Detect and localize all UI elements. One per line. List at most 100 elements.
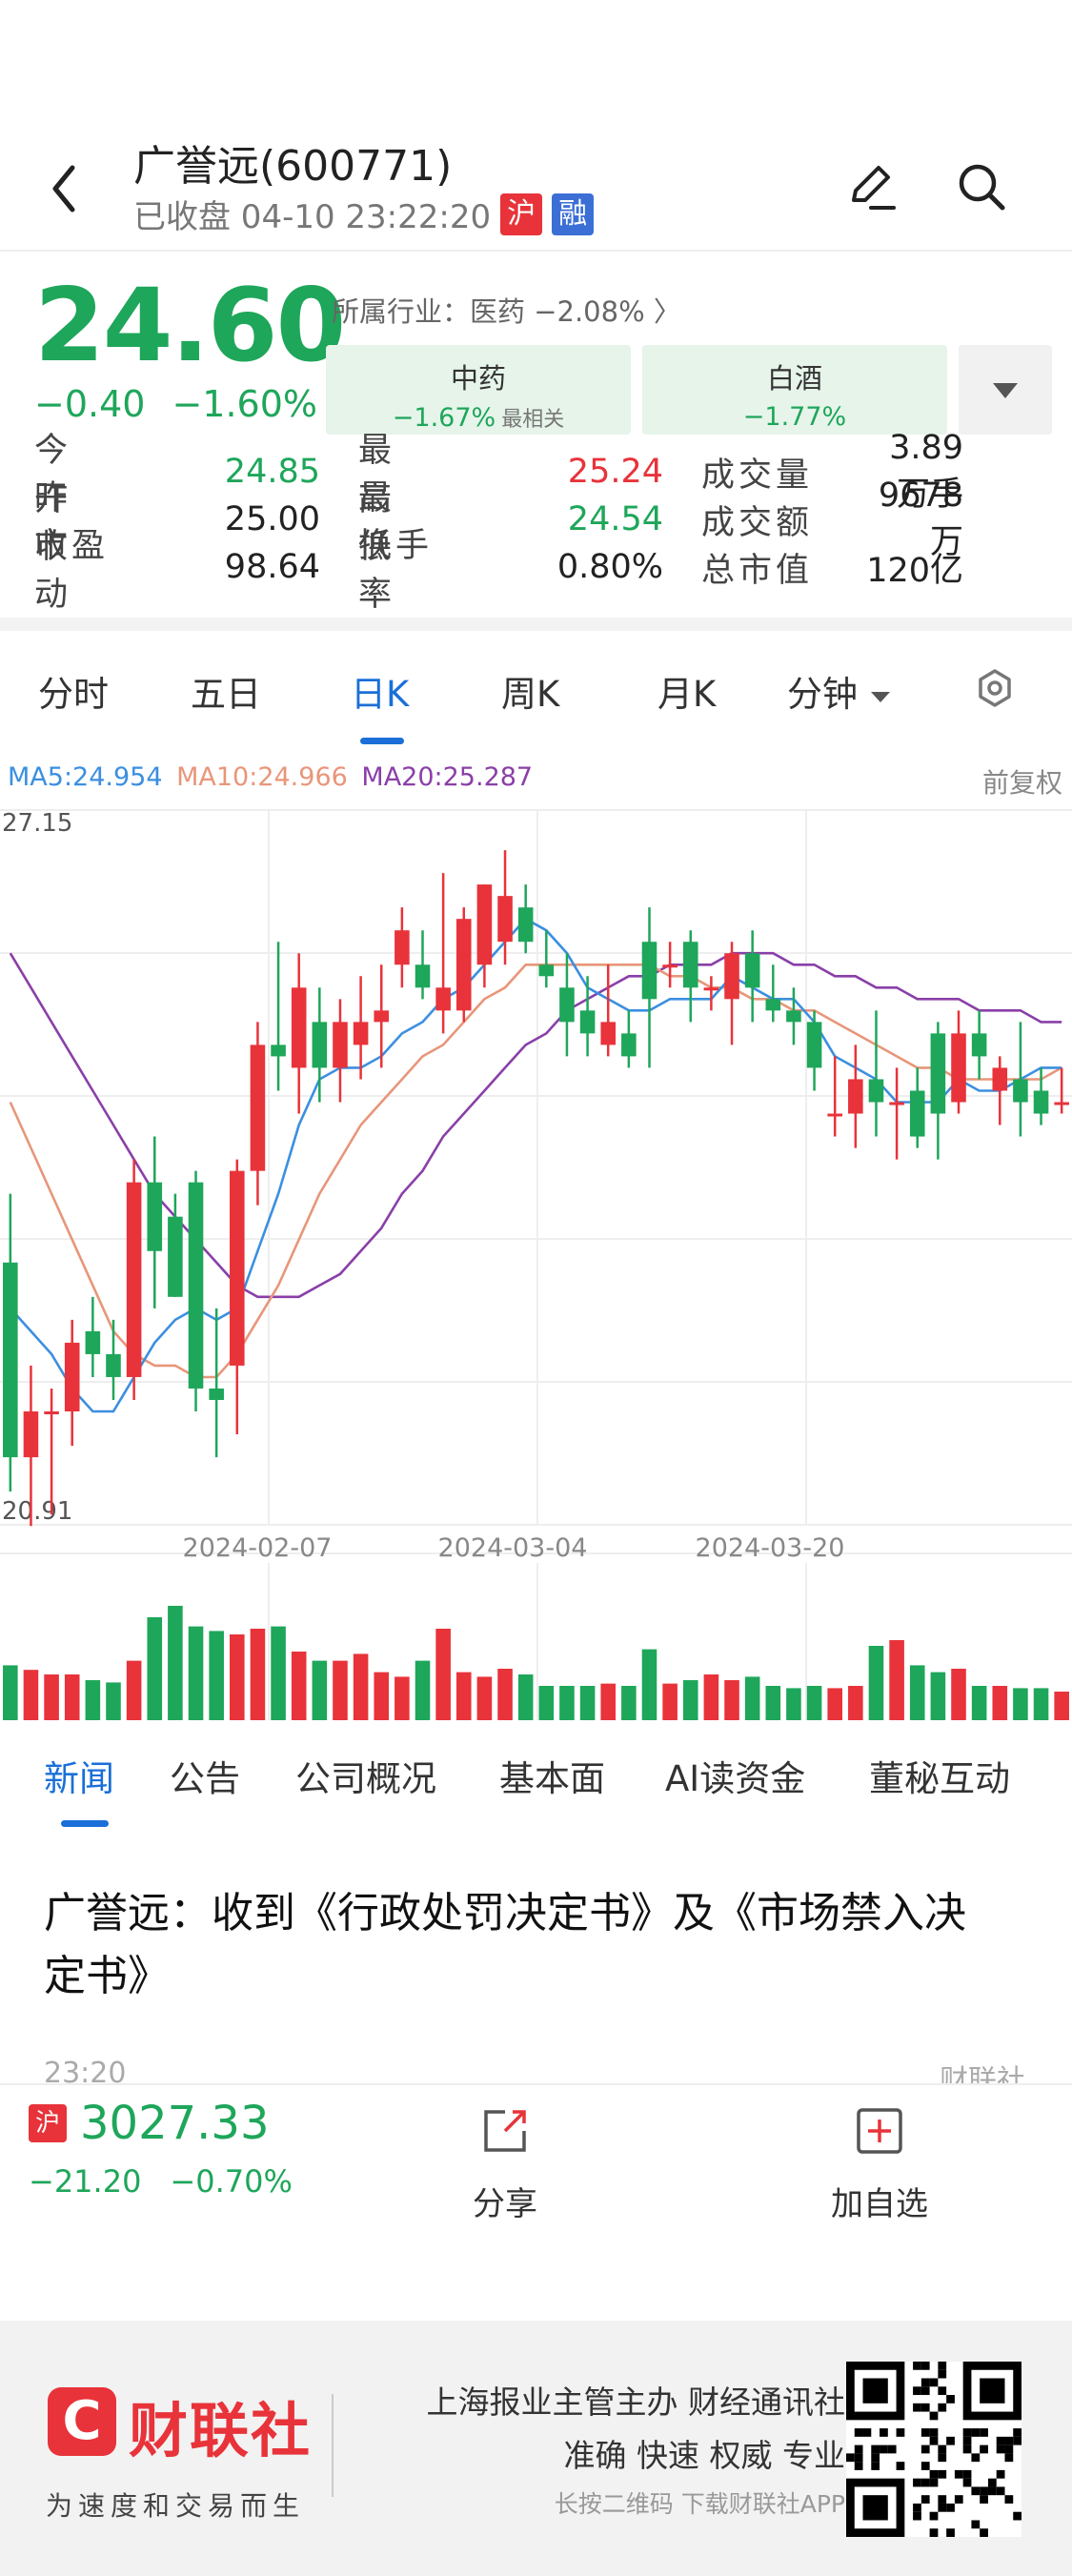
tab-daily-k[interactable]: 日K <box>351 674 410 715</box>
qr-module <box>954 2495 963 2504</box>
stat-label: 总市值 <box>701 551 814 590</box>
stat-value: 25.24 <box>567 453 663 491</box>
volume-bar <box>394 1676 410 1720</box>
search-button[interactable] <box>953 158 1010 215</box>
stat-value: 120亿 <box>866 551 963 590</box>
candle-body <box>455 919 472 1011</box>
qr-module <box>871 2453 880 2463</box>
volume-bar <box>312 1660 328 1720</box>
candle-body <box>992 1067 1008 1091</box>
index-badge: 沪 <box>29 2104 67 2142</box>
candle-body <box>126 1182 142 1377</box>
tab-monthly-k[interactable]: 月K <box>657 674 717 715</box>
candle-body <box>951 1033 966 1103</box>
candle-body <box>744 953 760 988</box>
exchange-badge: 沪 <box>500 193 543 235</box>
qr-module <box>971 2453 981 2463</box>
market-status: 已收盘 04-10 23:22:20 沪 融 <box>133 191 595 237</box>
ma-legend: MA5:24.954 MA10:24.966 MA20:25.287 <box>8 762 533 792</box>
news-headline[interactable]: 广誉远：收到《行政处罚决定书》及《市场禁入决定书》 <box>44 1889 966 2000</box>
index-quote[interactable]: 沪 3027.33 <box>29 2097 270 2150</box>
volume-bar <box>3 1665 18 1720</box>
volume-bar <box>517 1674 534 1720</box>
qr-module <box>862 2428 872 2437</box>
qr-module <box>980 2528 988 2537</box>
tab-fundamentals[interactable]: 基本面 <box>499 1758 605 1799</box>
qr-module <box>938 2503 947 2512</box>
qr-module <box>980 2486 988 2496</box>
volume-bar <box>641 1649 657 1720</box>
qr-module <box>946 2395 955 2404</box>
change-percent: −1.60% <box>172 383 318 425</box>
x-tick-label: 2024-02-07 <box>183 1533 333 1563</box>
candle-body <box>517 907 534 943</box>
tab-announcements[interactable]: 公告 <box>170 1758 240 1799</box>
ma10-line <box>9 963 1062 1379</box>
back-button[interactable] <box>46 160 84 217</box>
stats-grid: 今 开 24.85 最 高 25.24 成交量 3.89万手昨 收 25.00 最 低 24.5… <box>34 429 1044 615</box>
qr-code[interactable] <box>846 2362 1021 2537</box>
qr-module <box>880 2428 888 2437</box>
stat-label: 成交量 <box>701 456 814 495</box>
volume-bar <box>271 1626 286 1720</box>
candle-body <box>889 1102 904 1105</box>
candle-body <box>168 1216 183 1297</box>
add-watchlist-button[interactable]: 加自选 <box>818 2102 941 2224</box>
volume-bar <box>126 1660 142 1720</box>
edit-button[interactable] <box>842 158 900 215</box>
tab-company-profile[interactable]: 公司概况 <box>295 1758 436 1799</box>
tab-ai-funds[interactable]: AI读资金 <box>665 1758 806 1799</box>
qr-module <box>938 2495 947 2504</box>
sector-more-button[interactable] <box>959 345 1052 435</box>
volume-bar <box>209 1631 224 1720</box>
qr-module <box>929 2528 939 2537</box>
tab-board-interaction[interactable]: 董秘互动 <box>869 1758 1010 1799</box>
volume-bar <box>291 1652 307 1720</box>
volume-bar <box>786 1688 801 1720</box>
candle-body <box>250 1045 266 1171</box>
ma20-line <box>9 951 1062 1299</box>
qr-module <box>1004 2436 1014 2445</box>
candle-body <box>662 964 678 968</box>
volume-bar <box>23 1670 39 1720</box>
volume-bar <box>1054 1692 1069 1720</box>
stat-value: 9678万 <box>878 476 963 561</box>
qr-module <box>929 2411 939 2421</box>
stat-value: 24.54 <box>567 500 663 538</box>
footer-line-3: 长按二维码 下载财联社APP <box>554 2490 845 2518</box>
adjust-mode[interactable]: 前复权 <box>981 767 1062 799</box>
volume-bar <box>455 1672 472 1720</box>
chart-settings-button[interactable] <box>974 667 1016 718</box>
tab-weekly-k[interactable]: 周K <box>501 674 560 715</box>
tab-minute[interactable]: 分钟 <box>787 665 892 717</box>
qr-module <box>996 2469 1005 2479</box>
volume-bar <box>682 1680 698 1720</box>
candle-body <box>971 1033 987 1057</box>
news-time: 23:20 <box>44 2057 127 2085</box>
candle-body <box>147 1182 163 1251</box>
industry-link[interactable]: 所属行业：医药 −2.08% 〉 <box>332 295 681 328</box>
candle-body <box>23 1411 39 1458</box>
qr-module <box>920 2378 930 2387</box>
triangle-down-icon <box>993 383 1018 398</box>
qr-module <box>996 2444 1005 2454</box>
tab-intraday[interactable]: 分时 <box>38 674 109 715</box>
volume-bar <box>765 1686 781 1720</box>
active-tab-indicator <box>360 738 404 744</box>
stat-value: 0.80% <box>556 548 663 586</box>
share-button[interactable]: 分享 <box>448 2102 562 2224</box>
tab-news[interactable]: 新闻 <box>44 1758 114 1799</box>
qr-module <box>971 2520 981 2529</box>
stat-label: 成交额 <box>701 503 814 542</box>
sector-card[interactable]: 白酒 −1.77% <box>642 345 947 435</box>
change-value: −0.40 <box>34 383 146 425</box>
volume-bar <box>559 1686 575 1720</box>
tab-five-day[interactable]: 五日 <box>191 674 261 715</box>
y-min-label: 20.91 <box>2 1497 72 1526</box>
qr-module <box>862 2378 888 2404</box>
candlestick-chart[interactable]: 27.15 20.91 2024-02-07 2024-03-04 2024-03-20 <box>0 801 1072 1725</box>
qr-module <box>962 2469 972 2479</box>
sector-card[interactable]: 中药 −1.67% 最相关 <box>326 345 631 435</box>
news-meta: 23:20 财联社 <box>44 2057 1025 2085</box>
add-label: 加自选 <box>831 2185 928 2223</box>
